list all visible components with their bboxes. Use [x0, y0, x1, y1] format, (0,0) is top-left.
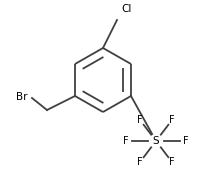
Text: S: S	[152, 136, 159, 146]
Text: Br: Br	[16, 92, 27, 102]
Text: Cl: Cl	[120, 4, 131, 14]
Text: F: F	[137, 157, 142, 167]
Text: F: F	[168, 115, 174, 125]
Text: F: F	[137, 115, 142, 125]
Text: F: F	[168, 157, 174, 167]
Text: F: F	[123, 136, 128, 146]
Text: F: F	[182, 136, 188, 146]
